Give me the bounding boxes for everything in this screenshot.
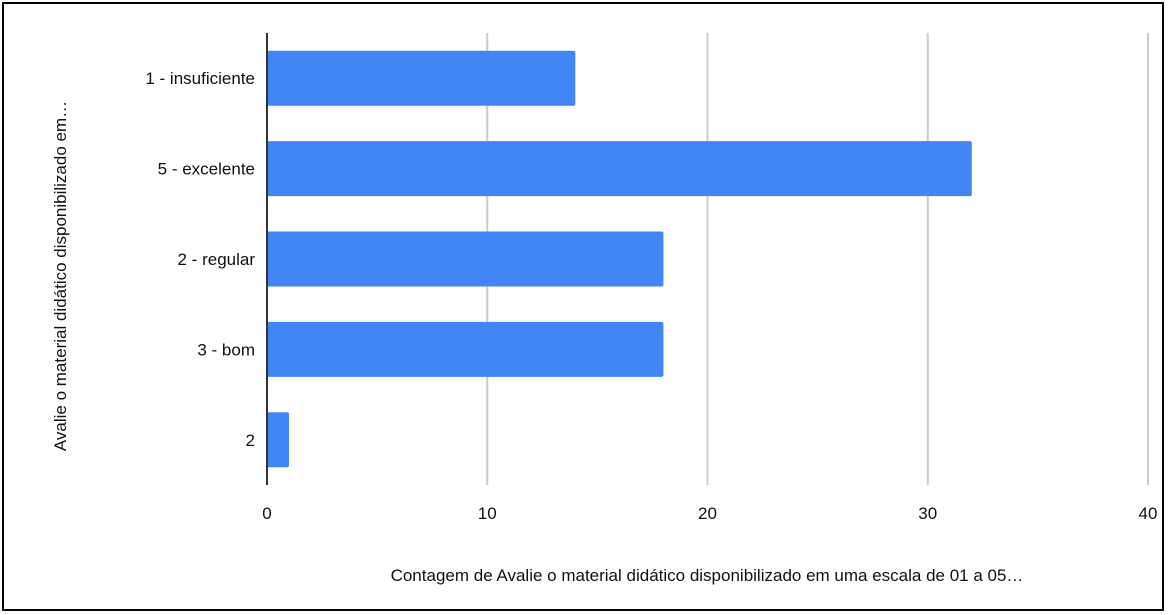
y-category-label: 3 - bom: [197, 340, 255, 359]
x-tick-label: 0: [262, 504, 271, 523]
x-tick-label: 10: [478, 504, 497, 523]
bar: [267, 231, 664, 287]
x-tick-label: 30: [918, 504, 937, 523]
y-axis-title: Avalie o material didático disponibiliza…: [51, 101, 70, 451]
bar: [267, 141, 972, 197]
bars: [267, 50, 972, 468]
labels: 0 10 20 30 40 1 - insuficiente 5 - excelente 2 …: [145, 69, 1157, 523]
bar: [267, 50, 576, 106]
x-tick-label: 40: [1139, 504, 1158, 523]
bar: [267, 321, 664, 377]
y-category-label: 1 - insuficiente: [145, 69, 255, 88]
x-axis-title: Contagem de Avalie o material didático d…: [391, 566, 1024, 585]
y-category-label: 2: [246, 431, 255, 450]
x-tick-label: 20: [698, 504, 717, 523]
y-category-label: 2 - regular: [178, 250, 256, 269]
bar: [267, 412, 290, 468]
y-category-label: 5 - excelente: [158, 160, 255, 179]
